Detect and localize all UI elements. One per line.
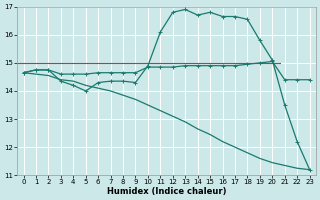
X-axis label: Humidex (Indice chaleur): Humidex (Indice chaleur)	[107, 187, 226, 196]
